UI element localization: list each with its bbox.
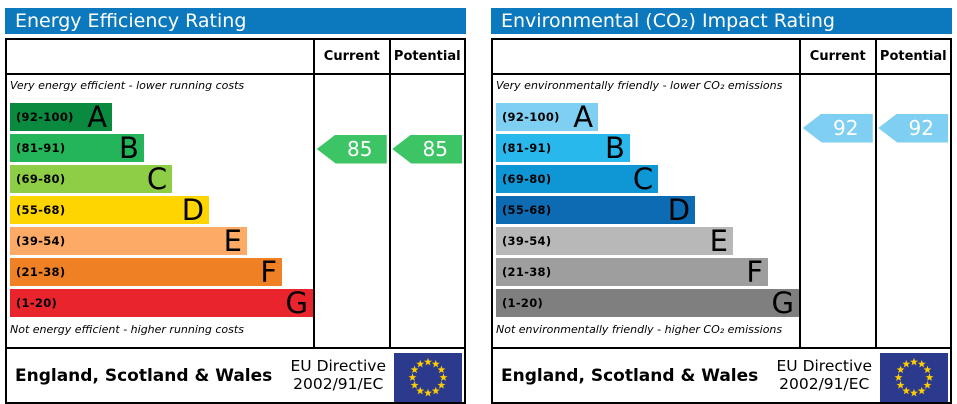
current-rating-value: 92 xyxy=(833,116,859,140)
band-range-label: (21-38) xyxy=(502,265,552,279)
current-column-header: Current xyxy=(799,40,875,73)
band-range-label: (39-54) xyxy=(16,234,66,248)
rating-chart: Current Potential Very energy efficient … xyxy=(5,38,466,404)
bottom-note: Not energy efficient - higher running co… xyxy=(10,323,244,336)
band-c: (69-80) C xyxy=(10,162,173,196)
panel-title-bar: Environmental (CO₂) Impact Rating xyxy=(491,8,952,34)
band-a: (92-100) A xyxy=(10,100,113,134)
chart-footer: England, Scotland & Wales EU Directive 2… xyxy=(7,347,464,402)
eu-directive-line2: 2002/91/EC xyxy=(779,374,870,393)
potential-rating-cell: 85 xyxy=(388,75,465,347)
band-range-label: (92-100) xyxy=(16,110,74,124)
band-range-label: (55-68) xyxy=(16,203,66,217)
rating-body: Very energy efficient - lower running co… xyxy=(7,75,464,347)
current-rating-arrow: 85 xyxy=(316,134,387,164)
energy-efficiency-panel: Energy Efficiency Rating Current Potenti… xyxy=(5,8,466,404)
band-f: (21-38) F xyxy=(10,255,283,289)
column-header-row: Current Potential xyxy=(493,40,950,75)
band-range-label: (69-80) xyxy=(502,172,552,186)
band-range-label: (92-100) xyxy=(502,110,560,124)
rating-scale: Very environmentally friendly - lower CO… xyxy=(493,75,799,347)
rating-column-header xyxy=(7,40,313,73)
column-header-row: Current Potential xyxy=(7,40,464,75)
potential-rating-arrow: 85 xyxy=(392,134,463,164)
eu-directive-line1: EU Directive xyxy=(290,357,387,376)
band-letter: C xyxy=(632,162,654,196)
region-label: England, Scotland & Wales xyxy=(501,365,759,386)
top-note: Very environmentally friendly - lower CO… xyxy=(496,79,783,92)
band-letter: E xyxy=(223,224,242,258)
band-letter: A xyxy=(573,100,594,134)
panel-title-bar: Energy Efficiency Rating xyxy=(5,8,466,34)
band-range-label: (1-20) xyxy=(16,296,58,310)
current-rating-arrow: 92 xyxy=(802,113,873,143)
band-letter: B xyxy=(605,131,625,165)
current-column-header: Current xyxy=(313,40,389,73)
rating-body: Very environmentally friendly - lower CO… xyxy=(493,75,950,347)
band-g: (1-20) G xyxy=(496,286,799,320)
eu-directive-line2: 2002/91/EC xyxy=(293,374,384,393)
band-letter: C xyxy=(146,162,168,196)
chart-footer: England, Scotland & Wales EU Directive 2… xyxy=(493,347,950,402)
band-e: (39-54) E xyxy=(496,224,733,258)
potential-column-header: Potential xyxy=(874,40,951,73)
band-letter: B xyxy=(119,131,139,165)
potential-rating-value: 85 xyxy=(422,137,448,161)
band-b: (81-91) B xyxy=(10,131,144,165)
band-f: (21-38) F xyxy=(496,255,769,289)
environmental-impact-panel: Environmental (CO₂) Impact Rating Curren… xyxy=(491,8,952,404)
current-rating-value: 85 xyxy=(347,137,373,161)
eu-directive-label: EU Directive 2002/91/EC xyxy=(290,357,387,393)
rating-column-header xyxy=(493,40,799,73)
band-d: (55-68) D xyxy=(10,193,210,227)
panel-title: Energy Efficiency Rating xyxy=(15,10,247,32)
rating-chart: Current Potential Very environmentally f… xyxy=(491,38,952,404)
band-a: (92-100) A xyxy=(496,100,599,134)
band-range-label: (39-54) xyxy=(502,234,552,248)
band-range-label: (55-68) xyxy=(502,203,552,217)
eu-flag-icon xyxy=(394,353,462,402)
band-b: (81-91) B xyxy=(496,131,630,165)
band-range-label: (81-91) xyxy=(16,141,66,155)
potential-rating-cell: 92 xyxy=(874,75,951,347)
band-range-label: (21-38) xyxy=(16,265,66,279)
band-letter: F xyxy=(746,255,764,289)
top-note: Very energy efficient - lower running co… xyxy=(10,79,245,92)
band-c: (69-80) C xyxy=(496,162,659,196)
band-range-label: (1-20) xyxy=(502,296,544,310)
band-letter: D xyxy=(667,193,691,227)
band-g: (1-20) G xyxy=(10,286,313,320)
band-letter: G xyxy=(285,286,308,320)
current-rating-cell: 92 xyxy=(799,75,875,347)
band-letter: F xyxy=(260,255,278,289)
potential-rating-value: 92 xyxy=(908,116,934,140)
band-letter: G xyxy=(771,286,794,320)
panel-title: Environmental (CO₂) Impact Rating xyxy=(501,10,835,32)
band-letter: D xyxy=(181,193,205,227)
band-e: (39-54) E xyxy=(10,224,247,258)
band-range-label: (81-91) xyxy=(502,141,552,155)
band-d: (55-68) D xyxy=(496,193,696,227)
band-range-label: (69-80) xyxy=(16,172,66,186)
current-rating-cell: 85 xyxy=(313,75,389,347)
band-letter: E xyxy=(709,224,728,258)
bottom-note: Not environmentally friendly - higher CO… xyxy=(496,323,783,336)
rating-scale: Very energy efficient - lower running co… xyxy=(7,75,313,347)
eu-flag-icon xyxy=(880,353,948,402)
eu-directive-label: EU Directive 2002/91/EC xyxy=(776,357,873,393)
potential-rating-arrow: 92 xyxy=(878,113,949,143)
potential-column-header: Potential xyxy=(388,40,465,73)
band-letter: A xyxy=(87,100,108,134)
eu-directive-line1: EU Directive xyxy=(776,357,873,376)
region-label: England, Scotland & Wales xyxy=(15,365,273,386)
